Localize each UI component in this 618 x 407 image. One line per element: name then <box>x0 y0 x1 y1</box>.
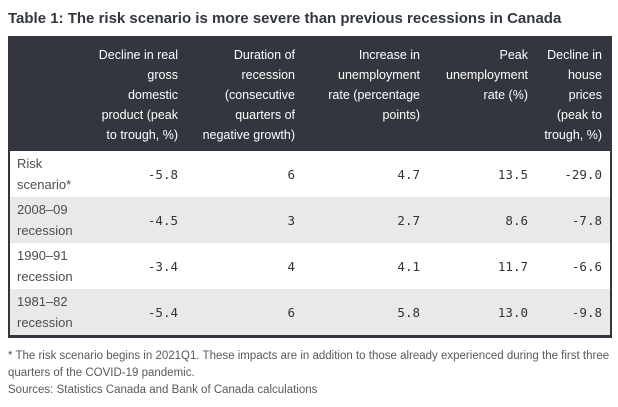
table-cell: -29.0 <box>564 166 602 182</box>
table-cell: 6 <box>287 166 295 182</box>
row-label: Risk scenario* <box>17 156 72 192</box>
table-cell: -4.5 <box>147 212 178 228</box>
table-cell: 5.8 <box>397 304 420 320</box>
row-label: 2008–09 recession <box>17 202 73 238</box>
table-cell: 2.7 <box>397 212 420 228</box>
table-cell: -3.4 <box>147 258 178 274</box>
risk-scenario-table: Decline in real gross domestic product (… <box>8 36 612 338</box>
table-cell: 6 <box>287 304 295 320</box>
table-row-2008-09: 2008–09 recession -4.5 3 2.7 8.6 -7.8 <box>9 197 611 243</box>
col-header-empty <box>9 37 85 151</box>
table-cell: -6.6 <box>571 258 602 274</box>
table-footnotes: * The risk scenario begins in 2021Q1. Th… <box>8 348 610 399</box>
col-header-gdp-decline: Decline in real gross domestic product (… <box>85 37 186 151</box>
table-cell: 13.5 <box>497 166 528 182</box>
table-row-1981-82: 1981–82 recession -5.4 6 5.8 13.0 -9.8 <box>9 289 611 337</box>
row-label: 1990–91 recession <box>17 248 73 284</box>
table-cell: -7.8 <box>571 212 602 228</box>
table-cell: -5.4 <box>147 304 178 320</box>
table-cell: -9.8 <box>571 304 602 320</box>
table-cell: 4 <box>287 258 295 274</box>
table-body: Risk scenario* -5.8 6 4.7 13.5 -29.0 200… <box>9 151 611 337</box>
table-cell: 13.0 <box>497 304 528 320</box>
table-header: Decline in real gross domestic product (… <box>9 37 611 151</box>
footnote-risk-scenario: * The risk scenario begins in 2021Q1. Th… <box>8 350 610 379</box>
col-header-house-prices: Decline in house prices (peak to trough,… <box>536 37 611 151</box>
table-cell: 4.7 <box>397 166 420 182</box>
table-row-risk-scenario: Risk scenario* -5.8 6 4.7 13.5 -29.0 <box>9 151 611 197</box>
table-cell: 3 <box>287 212 295 228</box>
page-title: Table 1: The risk scenario is more sever… <box>8 10 562 27</box>
row-label: 1981–82 recession <box>17 294 73 330</box>
footnote-sources: Sources: Statistics Canada and Bank of C… <box>8 384 318 396</box>
col-header-duration: Duration of recession (consecutive quart… <box>186 37 303 151</box>
table-cell: -5.8 <box>147 166 178 182</box>
table-cell: 8.6 <box>505 212 528 228</box>
table-row-1990-91: 1990–91 recession -3.4 4 4.1 11.7 -6.6 <box>9 243 611 289</box>
col-header-peak-unemployment: Peak unemployment rate (%) <box>428 37 536 151</box>
col-header-unemployment-increase: Increase in unemployment rate (percentag… <box>303 37 428 151</box>
table-cell: 11.7 <box>497 258 528 274</box>
table-cell: 4.1 <box>397 258 420 274</box>
header-row: Decline in real gross domestic product (… <box>9 37 611 151</box>
